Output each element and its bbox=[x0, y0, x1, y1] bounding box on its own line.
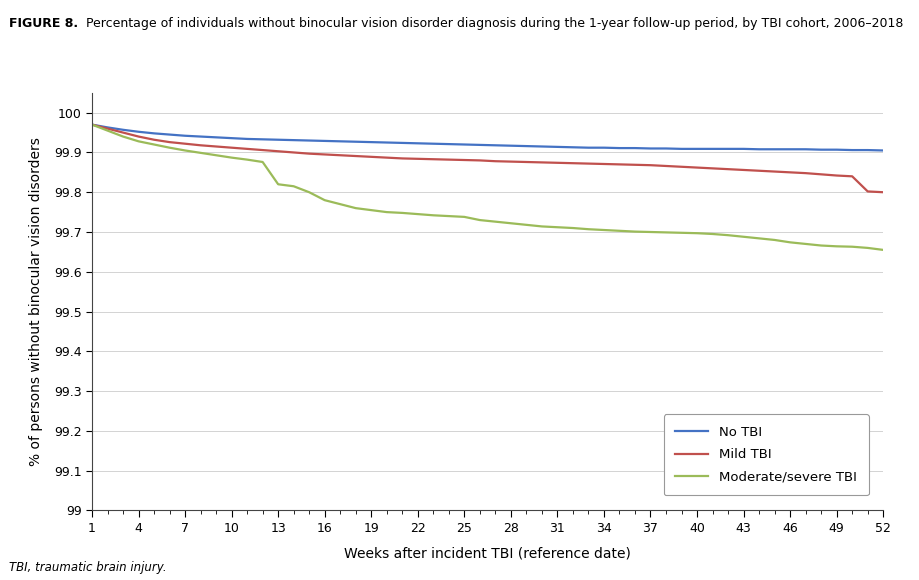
Text: TBI, traumatic brain injury.: TBI, traumatic brain injury. bbox=[9, 561, 166, 574]
Y-axis label: % of persons without binocular vision disorders: % of persons without binocular vision di… bbox=[28, 137, 42, 466]
Moderate/severe TBI bbox=[597, 227, 608, 234]
Mild TBI bbox=[148, 136, 159, 143]
No TBI bbox=[366, 139, 377, 146]
Legend: No TBI, Mild TBI, Moderate/severe TBI: No TBI, Mild TBI, Moderate/severe TBI bbox=[663, 414, 868, 495]
No TBI bbox=[877, 147, 888, 154]
Mild TBI bbox=[877, 188, 888, 195]
Moderate/severe TBI bbox=[366, 206, 377, 213]
Mild TBI bbox=[567, 160, 578, 166]
Moderate/severe TBI bbox=[86, 121, 97, 128]
No TBI bbox=[459, 141, 470, 148]
No TBI bbox=[567, 144, 578, 151]
Text: Percentage of individuals without binocular vision disorder diagnosis during the: Percentage of individuals without binocu… bbox=[78, 17, 902, 30]
X-axis label: Weeks after incident TBI (reference date): Weeks after incident TBI (reference date… bbox=[344, 546, 630, 560]
No TBI bbox=[148, 130, 159, 137]
No TBI bbox=[86, 121, 97, 128]
Mild TBI bbox=[459, 157, 470, 164]
Moderate/severe TBI bbox=[815, 242, 826, 249]
Moderate/severe TBI bbox=[459, 213, 470, 220]
Moderate/severe TBI bbox=[567, 224, 578, 231]
Moderate/severe TBI bbox=[877, 246, 888, 253]
Line: Moderate/severe TBI: Moderate/severe TBI bbox=[92, 125, 882, 250]
Text: FIGURE 8.: FIGURE 8. bbox=[9, 17, 78, 30]
Line: No TBI: No TBI bbox=[92, 125, 882, 150]
No TBI bbox=[815, 146, 826, 153]
Mild TBI bbox=[366, 153, 377, 160]
Mild TBI bbox=[597, 161, 608, 168]
Mild TBI bbox=[86, 121, 97, 128]
Line: Mild TBI: Mild TBI bbox=[92, 125, 882, 192]
Moderate/severe TBI bbox=[148, 141, 159, 148]
Mild TBI bbox=[815, 171, 826, 178]
No TBI bbox=[597, 144, 608, 151]
